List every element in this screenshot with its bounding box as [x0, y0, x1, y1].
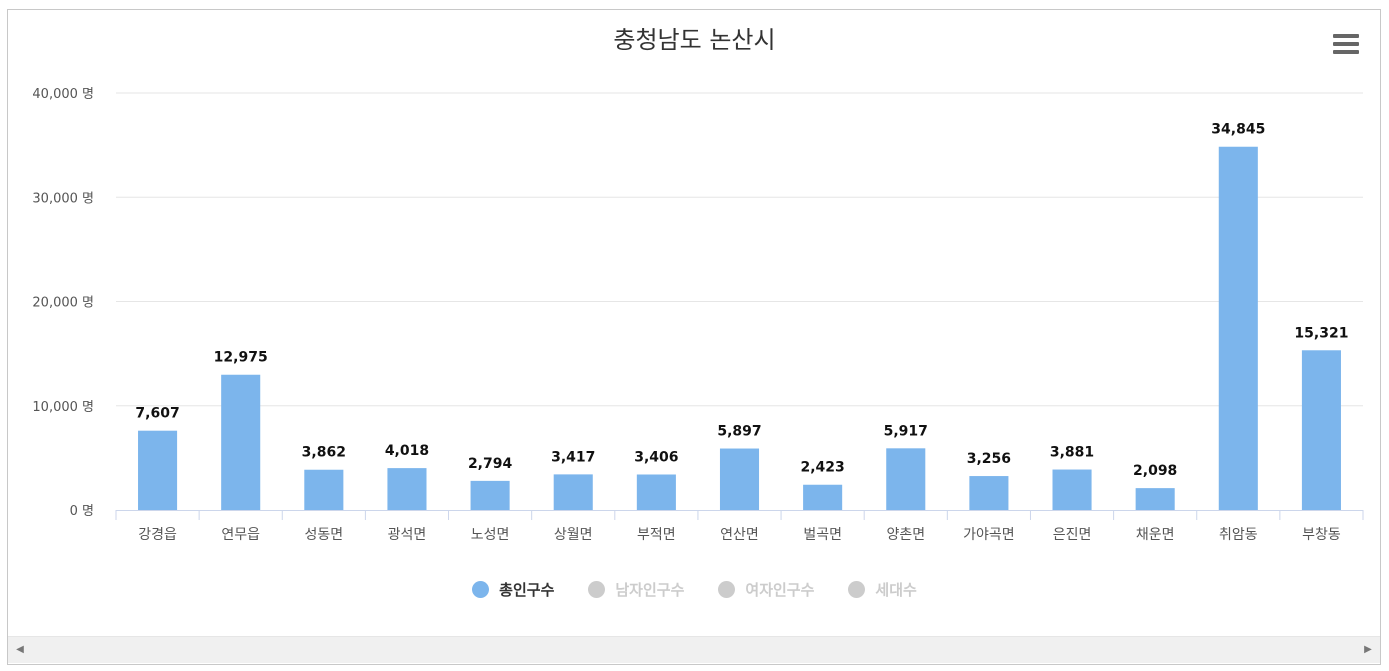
bars [138, 146, 1341, 510]
data-label: 7,607 [135, 406, 179, 422]
data-label: 12,975 [214, 350, 268, 366]
y-tick-label: 20,000 명 [32, 296, 94, 311]
data-label: 4,018 [385, 443, 429, 459]
bar [969, 476, 1009, 510]
data-labels: 7,607 12,975 3,862 4,018 2,794 3,417 3,406 5,89… [135, 122, 1348, 479]
hamburger-menu-icon[interactable] [1333, 34, 1359, 56]
x-axis [115, 510, 1364, 520]
legend-item[interactable]: 총인구수 [472, 579, 554, 600]
grid-lines [116, 92, 1363, 407]
bar [138, 430, 178, 510]
bar [1301, 350, 1341, 510]
bar [221, 374, 261, 510]
bar [1218, 146, 1258, 510]
x-tick-label: 양촌면 [886, 527, 925, 543]
legend-item[interactable]: 여자인구수 [718, 579, 814, 600]
data-label: 15,321 [1294, 325, 1348, 341]
data-label: 5,897 [717, 424, 761, 440]
x-tick-label: 연무읍 [221, 527, 260, 543]
bar [1052, 469, 1092, 510]
y-tick-label: 30,000 명 [32, 191, 94, 206]
bar [636, 474, 676, 510]
data-label: 34,845 [1211, 122, 1265, 138]
x-tick-label: 상월면 [554, 527, 593, 543]
x-tick-label: 은진면 [1053, 527, 1092, 543]
x-tick-label: 부적면 [637, 527, 676, 543]
bar [803, 484, 843, 510]
chart-title: 충청남도 논산시 [613, 26, 776, 54]
bar [470, 480, 510, 510]
legend-label: 세대수 [875, 580, 917, 599]
x-tick-label: 강경읍 [138, 527, 177, 543]
chart-container [7, 9, 1381, 665]
bar [304, 469, 344, 510]
bar [886, 448, 926, 510]
legend-label: 여자인구수 [745, 580, 815, 599]
data-label: 2,423 [800, 460, 844, 476]
x-tick-label: 연산면 [720, 527, 759, 543]
arrow-left-icon[interactable]: ◀ [16, 644, 24, 655]
y-tick-label: 40,000 명 [32, 87, 94, 102]
bar [553, 474, 593, 510]
data-label: 5,917 [884, 423, 928, 439]
data-label: 3,881 [1050, 445, 1094, 461]
bar [719, 448, 760, 510]
x-tick-label: 노성면 [471, 527, 510, 543]
data-label: 3,256 [967, 451, 1011, 467]
x-tick-label: 취암동 [1219, 527, 1258, 543]
legend-marker [718, 580, 736, 598]
horizontal-scrollbar[interactable]: ◀ ▶ [8, 636, 1380, 663]
y-axis-labels: 0 명 10,000 명 20,000 명 30,000 명 40,000 명 [32, 87, 94, 519]
legend-label: 남자인구수 [615, 580, 685, 599]
data-label: 3,417 [551, 449, 595, 465]
x-axis-labels: 강경읍 연무읍 성동면 광석면 노성면 상월면 부적면 연산면 벌곡면 양촌면 가야곡면 은진면 채운면… [138, 527, 1341, 543]
data-label: 3,862 [302, 445, 346, 461]
legend: 총인구수 남자인구수 여자인구수 세대수 [0, 575, 1389, 603]
x-tick-label: 채운면 [1136, 527, 1175, 543]
x-tick-label: 가야곡면 [963, 527, 1015, 543]
legend-item[interactable]: 세대수 [848, 579, 917, 600]
data-label: 2,098 [1133, 463, 1177, 479]
x-tick-label: 부창동 [1302, 527, 1341, 543]
x-tick-label: 성동면 [305, 527, 344, 543]
bar [387, 468, 427, 510]
y-tick-label: 0 명 [70, 504, 94, 519]
arrow-right-icon[interactable]: ▶ [1364, 644, 1372, 655]
data-label: 2,794 [468, 456, 513, 472]
data-label: 3,406 [634, 449, 678, 465]
x-tick-label: 벌곡면 [803, 527, 842, 543]
y-tick-label: 10,000 명 [32, 400, 94, 415]
legend-marker [848, 580, 866, 598]
bar [1135, 488, 1175, 510]
x-tick-label: 광석면 [388, 527, 427, 543]
legend-label: 총인구수 [499, 580, 555, 599]
legend-item[interactable]: 남자인구수 [588, 579, 684, 600]
legend-marker [588, 580, 606, 598]
legend-marker [472, 580, 490, 598]
